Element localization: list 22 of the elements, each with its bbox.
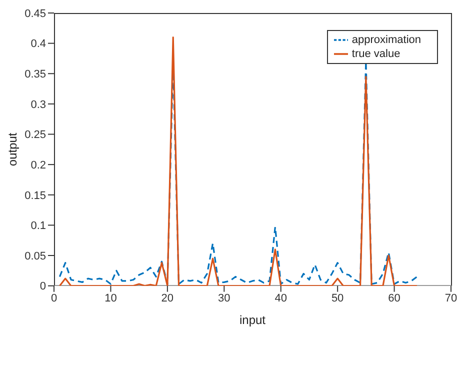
x-axis-title: input bbox=[239, 312, 266, 327]
x-tick-label: 60 bbox=[388, 292, 400, 305]
y-tick-label: 0 bbox=[40, 280, 46, 293]
y-tick-label: 0.15 bbox=[24, 190, 46, 202]
y-tick-label: 0.05 bbox=[24, 250, 46, 262]
y-axis-title: output bbox=[5, 132, 20, 166]
y-tick-label: 0.4 bbox=[30, 38, 46, 50]
y-tick-label: 0.25 bbox=[24, 129, 46, 142]
x-tick-label: 50 bbox=[331, 292, 344, 305]
y-tick-label: 0.35 bbox=[24, 68, 46, 81]
y-tick-label: 0.2 bbox=[30, 159, 46, 172]
x-tick-label: 20 bbox=[161, 292, 174, 305]
x-tick-label: 30 bbox=[218, 292, 230, 305]
x-tick-label: 40 bbox=[274, 292, 287, 305]
y-tick-label: 0.45 bbox=[24, 8, 46, 20]
legend-label: true value bbox=[352, 48, 400, 60]
x-tick-label: 70 bbox=[444, 292, 458, 305]
x-tick-label: 0 bbox=[50, 292, 58, 305]
x-tick-label: 10 bbox=[104, 292, 117, 305]
y-tick-label: 0.3 bbox=[30, 98, 46, 111]
y-tick-label: 0.1 bbox=[30, 220, 46, 232]
legend-label: approximation bbox=[352, 34, 421, 46]
